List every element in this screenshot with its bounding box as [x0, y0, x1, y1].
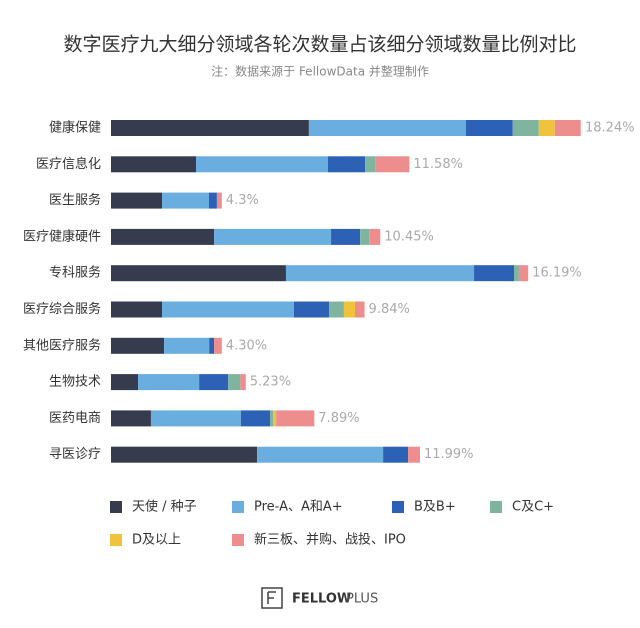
bar-segment — [214, 337, 222, 354]
legend-label: B及B+ — [414, 500, 456, 515]
total-label: 7.89% — [318, 411, 359, 426]
bar-segment — [273, 410, 277, 427]
bar-segment — [383, 446, 409, 463]
legend-swatch — [110, 534, 122, 546]
legend-swatch — [392, 501, 404, 513]
legend-label: D及以上 — [132, 533, 181, 548]
bar-segment — [327, 156, 366, 173]
bar-segment — [375, 156, 410, 173]
bar-segment — [554, 120, 581, 136]
bar-segment — [360, 228, 370, 245]
total-label: 5.23% — [250, 375, 291, 390]
bar-segment — [150, 410, 241, 427]
y-tick-label: 医生服务 — [49, 192, 101, 208]
logo-glyph — [267, 591, 276, 604]
y-tick-label: 医疗信息化 — [36, 156, 101, 172]
bar-segment — [276, 410, 315, 427]
total-label: 11.58% — [413, 157, 463, 172]
bar-segment — [208, 192, 217, 209]
legend-label: Pre-A、A和A+ — [254, 500, 343, 515]
brand-bold: FELLOW — [292, 592, 351, 607]
bar-segment — [240, 410, 270, 427]
bar-segment — [111, 410, 151, 427]
bar-segment — [474, 265, 515, 282]
bar-segment — [369, 228, 381, 245]
y-tick-label: 健康保健 — [49, 120, 101, 136]
bar-segment — [216, 192, 222, 209]
bar-segment — [111, 301, 163, 318]
bar-segment — [269, 410, 274, 427]
bar-segment — [111, 446, 258, 463]
legend-label: C及C+ — [512, 500, 554, 515]
bar-segment — [293, 301, 329, 318]
legend-label: 新三板、并购、战投、IPO — [254, 532, 406, 548]
bar-segment — [514, 265, 519, 282]
bar-segment — [465, 120, 513, 136]
bar-segment — [331, 228, 361, 245]
bar-segment — [214, 228, 332, 245]
total-label: 16.19% — [532, 266, 582, 281]
total-label: 10.45% — [384, 229, 434, 244]
bar-segment — [365, 156, 376, 173]
bar-segment — [111, 192, 163, 209]
bar-segment — [164, 337, 210, 354]
bar-segment — [196, 156, 328, 173]
y-tick-label: 医疗健康硬件 — [23, 228, 101, 244]
bar-segment — [328, 301, 344, 318]
bar-segment — [308, 120, 466, 136]
y-tick-label: 生物技术 — [49, 375, 101, 390]
bar-segment — [518, 265, 529, 282]
legend-swatch — [232, 501, 244, 513]
bar-segment — [240, 374, 246, 391]
y-tick-label: 寻医诊疗 — [49, 447, 101, 462]
chart-title: 数字医疗九大细分领域各轮次数量占该细分领域数量比例对比 — [63, 34, 576, 56]
bar-segment — [355, 301, 365, 318]
bar-segment — [111, 156, 197, 173]
logo — [261, 587, 283, 609]
bar-segment — [228, 374, 241, 391]
y-tick-label: 其他医疗服务 — [23, 337, 101, 353]
bar-segment — [111, 228, 215, 245]
legend-label: 天使 / 种子 — [132, 499, 197, 515]
legend-swatch — [110, 501, 122, 513]
bar-segment — [408, 446, 420, 463]
bar-segment — [162, 192, 209, 209]
bar-segment — [343, 301, 356, 318]
bar-segment — [538, 120, 555, 136]
bar-segment — [111, 265, 286, 282]
bar-segment — [512, 120, 539, 136]
y-tick-label: 医药电商 — [49, 411, 101, 426]
bar-segment — [111, 120, 309, 136]
total-label: 11.99% — [424, 447, 474, 462]
brand-light: PLUS — [346, 592, 378, 607]
legend-swatch — [232, 534, 244, 546]
bar-segment — [199, 374, 229, 391]
logo-box — [261, 587, 283, 609]
legend-swatch — [490, 501, 502, 513]
total-label: 18.24% — [585, 121, 635, 136]
chart-subtitle: 注：数据来源于 FellowData 并整理制作 — [211, 64, 429, 79]
bar-segment — [285, 265, 475, 282]
bar-segment — [162, 301, 294, 318]
bar-segment — [257, 446, 384, 463]
bar-segment — [209, 337, 215, 354]
bar-segment — [111, 374, 139, 391]
total-label: 4.3% — [226, 193, 259, 208]
bar-segment — [138, 374, 200, 391]
bar-segment — [111, 337, 165, 354]
total-label: 4.30% — [226, 338, 267, 353]
total-label: 9.84% — [369, 302, 410, 317]
y-tick-label: 医疗综合服务 — [23, 301, 101, 317]
y-tick-label: 专科服务 — [49, 265, 101, 281]
